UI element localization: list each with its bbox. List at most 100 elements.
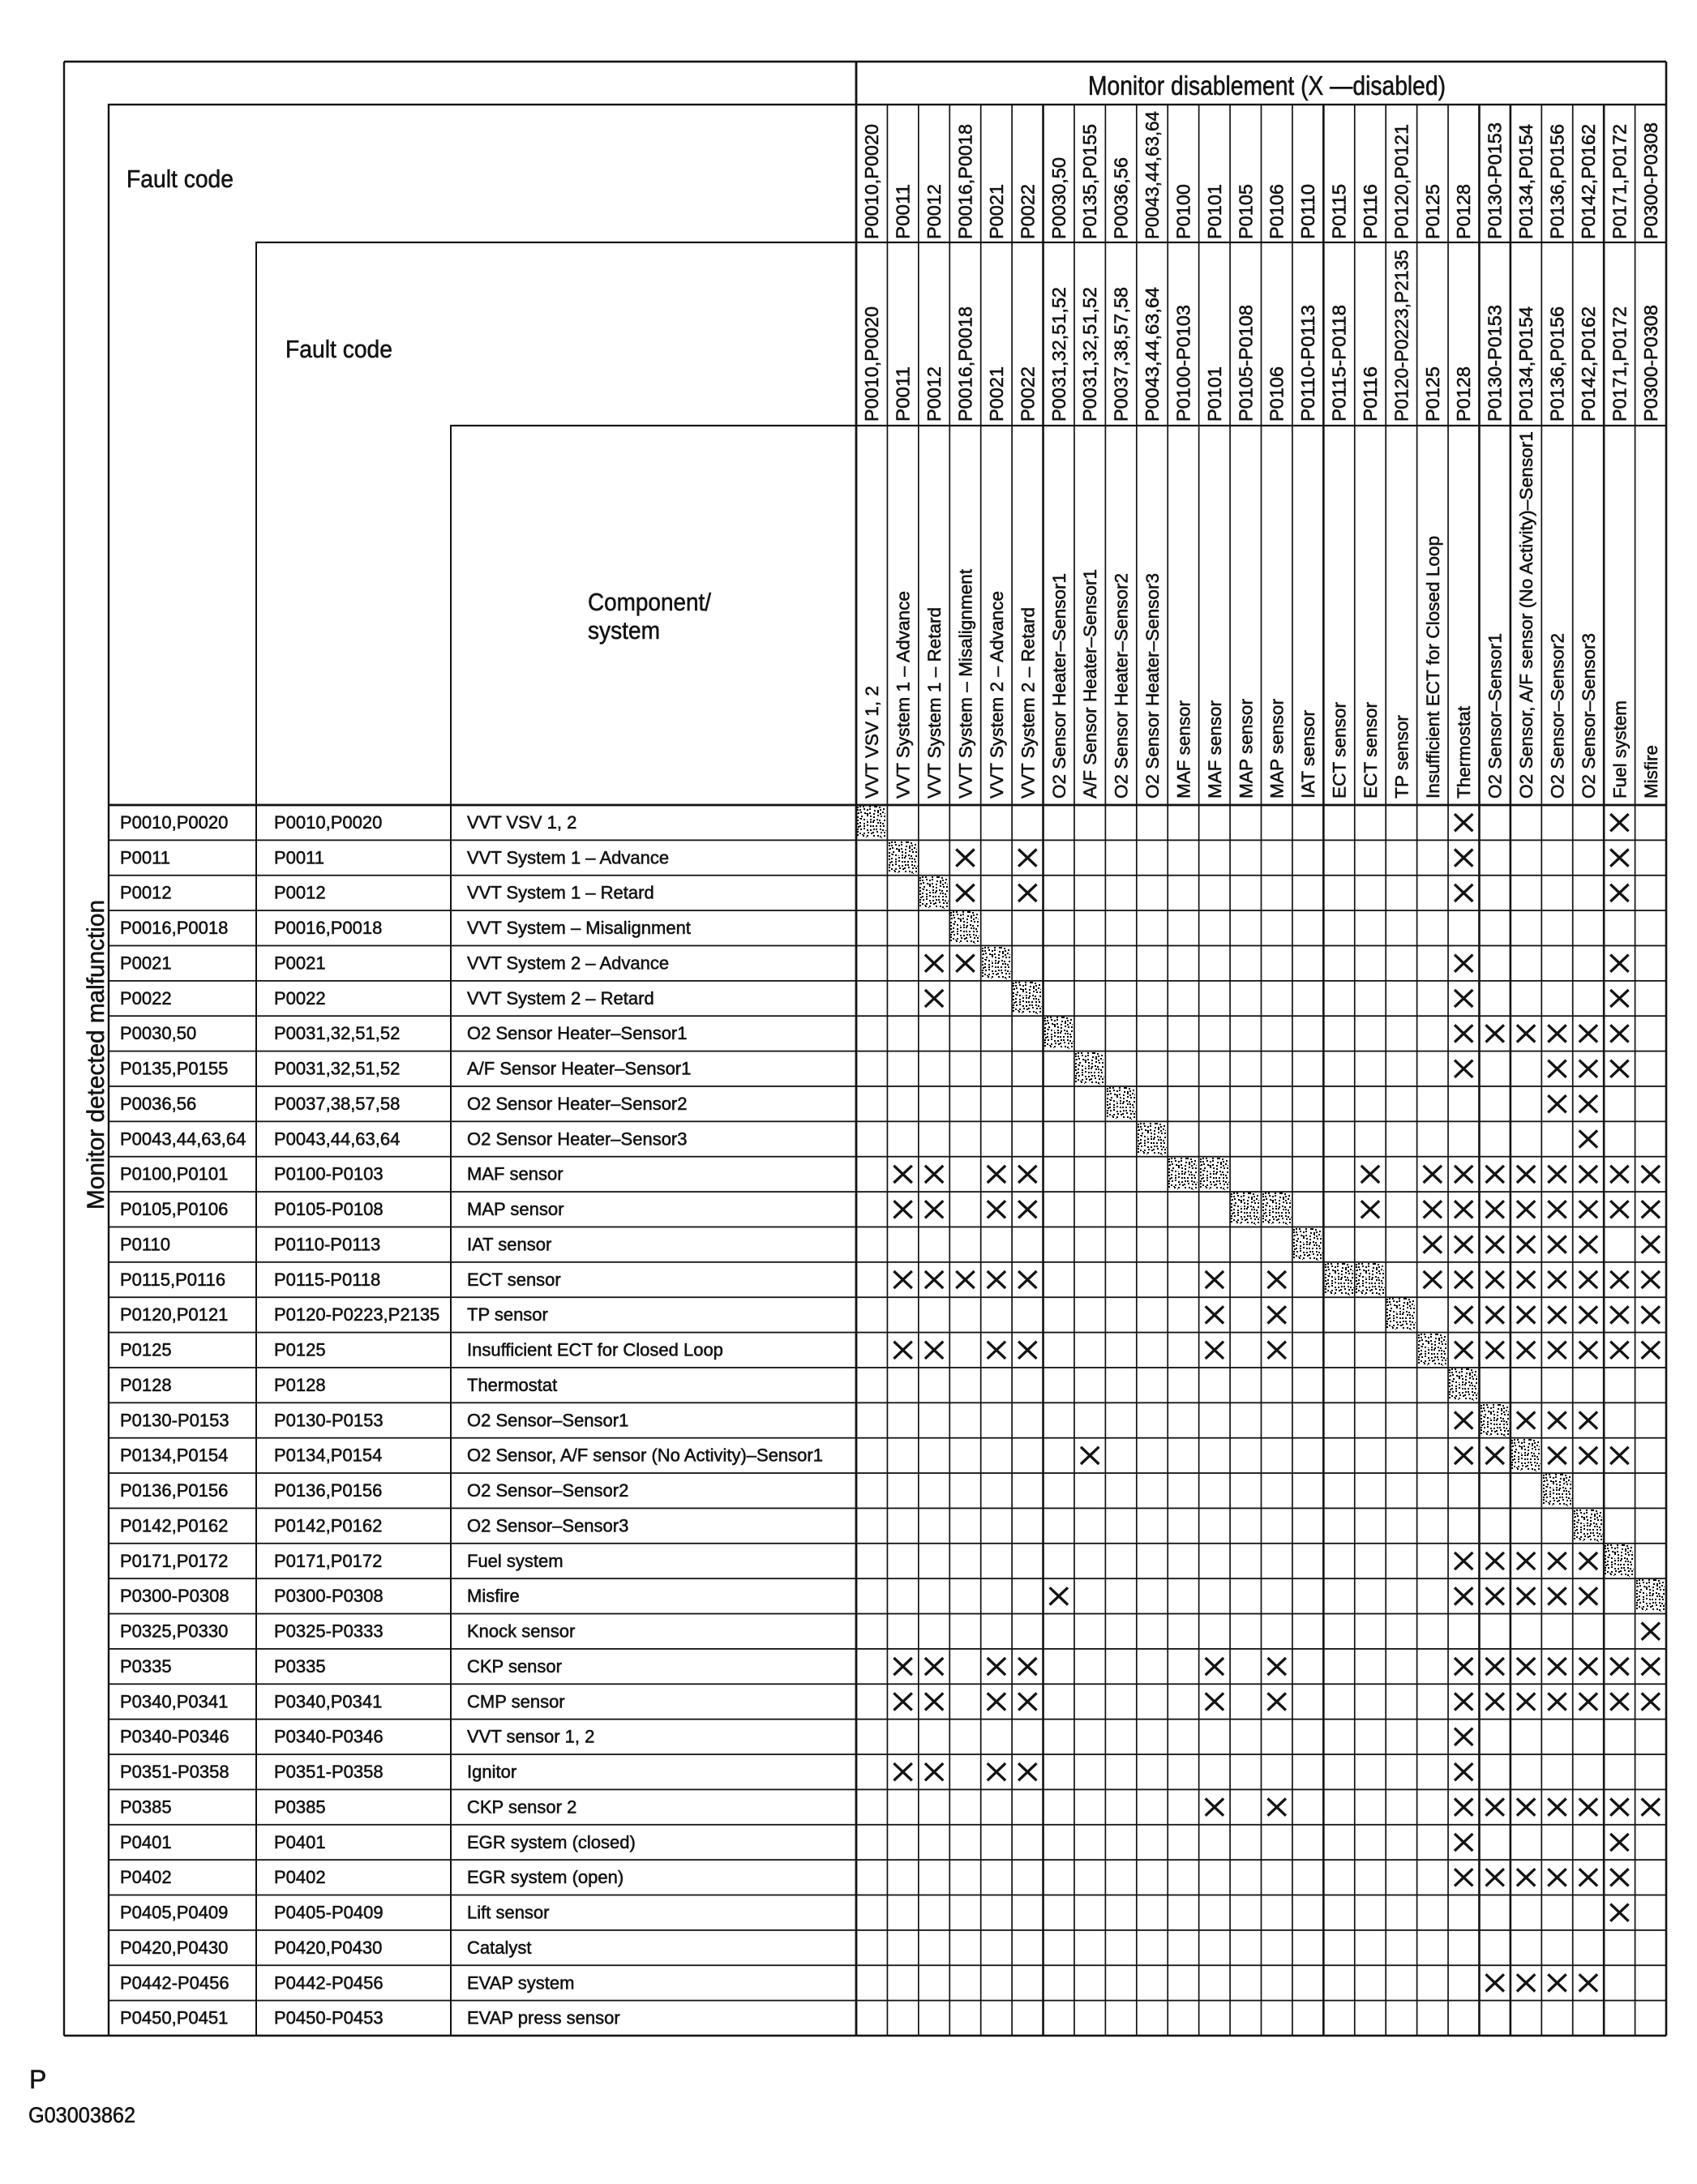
svg-text:P0036,56: P0036,56 (120, 1094, 196, 1114)
svg-text:VVT System 2 – Retard: VVT System 2 – Retard (1018, 607, 1038, 799)
svg-text:P0110-P0113: P0110-P0113 (274, 1235, 380, 1255)
svg-text:Monitor disablement (X —disabl: Monitor disablement (X —disabled) (1088, 71, 1446, 101)
svg-text:P0130-P0153: P0130-P0153 (120, 1410, 229, 1430)
svg-text:P0120-P0223,P2135: P0120-P0223,P2135 (1391, 250, 1412, 422)
svg-text:P0340,P0341: P0340,P0341 (120, 1691, 228, 1711)
svg-text:P0340-P0346: P0340-P0346 (274, 1727, 384, 1747)
svg-text:P0105: P0105 (1235, 184, 1256, 239)
svg-text:O2 Sensor–Sensor1: O2 Sensor–Sensor1 (467, 1410, 628, 1430)
svg-text:P0116: P0116 (1360, 366, 1381, 422)
svg-text:Fault code: Fault code (126, 165, 234, 193)
svg-text:P0021: P0021 (986, 366, 1007, 422)
svg-text:P0351-P0358: P0351-P0358 (274, 1762, 384, 1782)
svg-text:P0022: P0022 (1017, 184, 1038, 239)
svg-text:P0105-P0108: P0105-P0108 (274, 1199, 384, 1219)
svg-text:TP sensor: TP sensor (1391, 715, 1412, 799)
svg-text:VVT System 1 – Retard: VVT System 1 – Retard (467, 883, 654, 903)
svg-text:TP sensor: TP sensor (467, 1304, 548, 1325)
svg-text:P0300-P0308: P0300-P0308 (1640, 122, 1661, 239)
svg-text:P0134,P0154: P0134,P0154 (1515, 124, 1536, 239)
svg-text:P0325,P0330: P0325,P0330 (120, 1621, 228, 1642)
svg-text:P0405-P0409: P0405-P0409 (274, 1903, 384, 1923)
svg-text:O2 Sensor–Sensor3: O2 Sensor–Sensor3 (1579, 633, 1599, 799)
svg-text:O2 Sensor Heater–Sensor1: O2 Sensor Heater–Sensor1 (1049, 573, 1069, 799)
svg-text:P0450,P0451: P0450,P0451 (120, 2008, 228, 2028)
svg-text:EVAP press sensor: EVAP press sensor (467, 2008, 620, 2028)
svg-text:P0420,P0430: P0420,P0430 (274, 1938, 382, 1958)
svg-text:P0134,P0154: P0134,P0154 (120, 1445, 228, 1466)
svg-text:P0450-P0453: P0450-P0453 (274, 2008, 384, 2028)
svg-text:P0136,P0156: P0136,P0156 (1547, 306, 1568, 422)
svg-text:O2 Sensor–Sensor2: O2 Sensor–Sensor2 (1548, 633, 1568, 799)
svg-text:P0134,P0154: P0134,P0154 (1515, 306, 1536, 422)
svg-text:P0325-P0333: P0325-P0333 (274, 1621, 384, 1642)
svg-text:P0010,P0020: P0010,P0020 (861, 306, 882, 422)
svg-text:P0031,32,51,52: P0031,32,51,52 (1079, 287, 1100, 422)
svg-text:P0125: P0125 (120, 1340, 172, 1360)
svg-text:P0110: P0110 (120, 1235, 170, 1255)
svg-text:Fuel system: Fuel system (1609, 700, 1630, 799)
svg-text:P0442-P0456: P0442-P0456 (274, 1972, 384, 1993)
svg-text:P0136,P0156: P0136,P0156 (1547, 124, 1568, 239)
svg-text:P0106: P0106 (1266, 184, 1288, 239)
svg-text:ECT sensor: ECT sensor (1330, 702, 1350, 799)
svg-text:P0125: P0125 (1422, 366, 1443, 422)
svg-text:EGR system (closed): EGR system (closed) (467, 1832, 636, 1852)
svg-text:A/F Sensor Heater–Sensor1: A/F Sensor Heater–Sensor1 (467, 1059, 691, 1079)
svg-text:P0115,P0116: P0115,P0116 (120, 1270, 225, 1290)
svg-text:P0100-P0103: P0100-P0103 (1172, 305, 1193, 422)
svg-text:MAF sensor: MAF sensor (467, 1164, 564, 1184)
svg-text:P0128: P0128 (120, 1375, 172, 1395)
svg-text:P0110-P0113: P0110-P0113 (1297, 305, 1318, 422)
svg-text:P0300-P0308: P0300-P0308 (274, 1586, 384, 1606)
svg-text:P0128: P0128 (1453, 366, 1474, 422)
svg-text:P0128: P0128 (1453, 184, 1474, 239)
svg-text:P0171,P0172: P0171,P0172 (1609, 124, 1630, 239)
svg-text:Lift sensor: Lift sensor (467, 1903, 550, 1923)
svg-text:O2 Sensor Heater–Sensor2: O2 Sensor Heater–Sensor2 (467, 1094, 688, 1114)
svg-text:P0120,P0121: P0120,P0121 (1391, 124, 1412, 239)
svg-text:MAP sensor: MAP sensor (1236, 698, 1256, 799)
svg-text:P0442-P0456: P0442-P0456 (120, 1972, 229, 1993)
svg-text:P0128: P0128 (274, 1375, 326, 1395)
svg-text:CMP sensor: CMP sensor (467, 1691, 565, 1711)
svg-text:P0037,38,57,58: P0037,38,57,58 (1111, 287, 1132, 422)
svg-text:P0142,P0162: P0142,P0162 (1578, 306, 1599, 422)
svg-text:P0021: P0021 (986, 184, 1007, 239)
svg-text:IAT sensor: IAT sensor (1298, 709, 1318, 799)
svg-text:P0105,P0106: P0105,P0106 (120, 1199, 228, 1219)
svg-text:O2 Sensor, A/F sensor (No Acti: O2 Sensor, A/F sensor (No Activity)–Sens… (1516, 431, 1536, 799)
svg-text:P0101: P0101 (1204, 366, 1225, 422)
svg-text:P0012: P0012 (120, 883, 172, 903)
svg-text:ECT sensor: ECT sensor (467, 1270, 561, 1290)
svg-text:P0402: P0402 (274, 1867, 326, 1887)
svg-text:P0340,P0341: P0340,P0341 (274, 1691, 382, 1711)
svg-text:P0136,P0156: P0136,P0156 (274, 1480, 382, 1501)
svg-text:Catalyst: Catalyst (467, 1938, 531, 1958)
svg-text:P0300-P0308: P0300-P0308 (120, 1586, 229, 1606)
svg-text:ECT sensor: ECT sensor (1361, 702, 1381, 799)
svg-text:O2 Sensor, A/F sensor (No Acti: O2 Sensor, A/F sensor (No Activity)–Sens… (467, 1445, 823, 1466)
svg-text:Misfire: Misfire (467, 1586, 520, 1606)
svg-text:Component/: Component/ (588, 588, 711, 616)
svg-text:Fuel system: Fuel system (467, 1551, 564, 1571)
svg-text:O2 Sensor Heater–Sensor3: O2 Sensor Heater–Sensor3 (467, 1128, 688, 1149)
svg-text:P0010,P0020: P0010,P0020 (861, 124, 882, 239)
svg-text:P0401: P0401 (120, 1832, 172, 1852)
svg-text:P0125: P0125 (274, 1340, 326, 1360)
svg-text:CKP sensor 2: CKP sensor 2 (467, 1796, 576, 1817)
svg-text:P0022: P0022 (274, 988, 326, 1008)
svg-text:EGR system (open): EGR system (open) (467, 1867, 624, 1887)
svg-text:Insufficient ECT for Closed Lo: Insufficient ECT for Closed Loop (467, 1340, 723, 1360)
svg-text:P0012: P0012 (274, 883, 326, 903)
svg-text:VVT VSV 1, 2: VVT VSV 1, 2 (862, 686, 882, 799)
svg-text:MAP sensor: MAP sensor (467, 1199, 564, 1219)
svg-text:P0010,P0020: P0010,P0020 (274, 812, 382, 833)
svg-text:P0142,P0162: P0142,P0162 (1578, 124, 1599, 239)
svg-text:P0100-P0103: P0100-P0103 (274, 1164, 384, 1184)
svg-text:P0171,P0172: P0171,P0172 (1609, 306, 1630, 422)
svg-text:P0105-P0108: P0105-P0108 (1235, 305, 1256, 422)
svg-text:CKP sensor: CKP sensor (467, 1656, 562, 1677)
svg-text:Thermostat: Thermostat (1454, 705, 1474, 799)
svg-text:P0037,38,57,58: P0037,38,57,58 (274, 1094, 400, 1114)
